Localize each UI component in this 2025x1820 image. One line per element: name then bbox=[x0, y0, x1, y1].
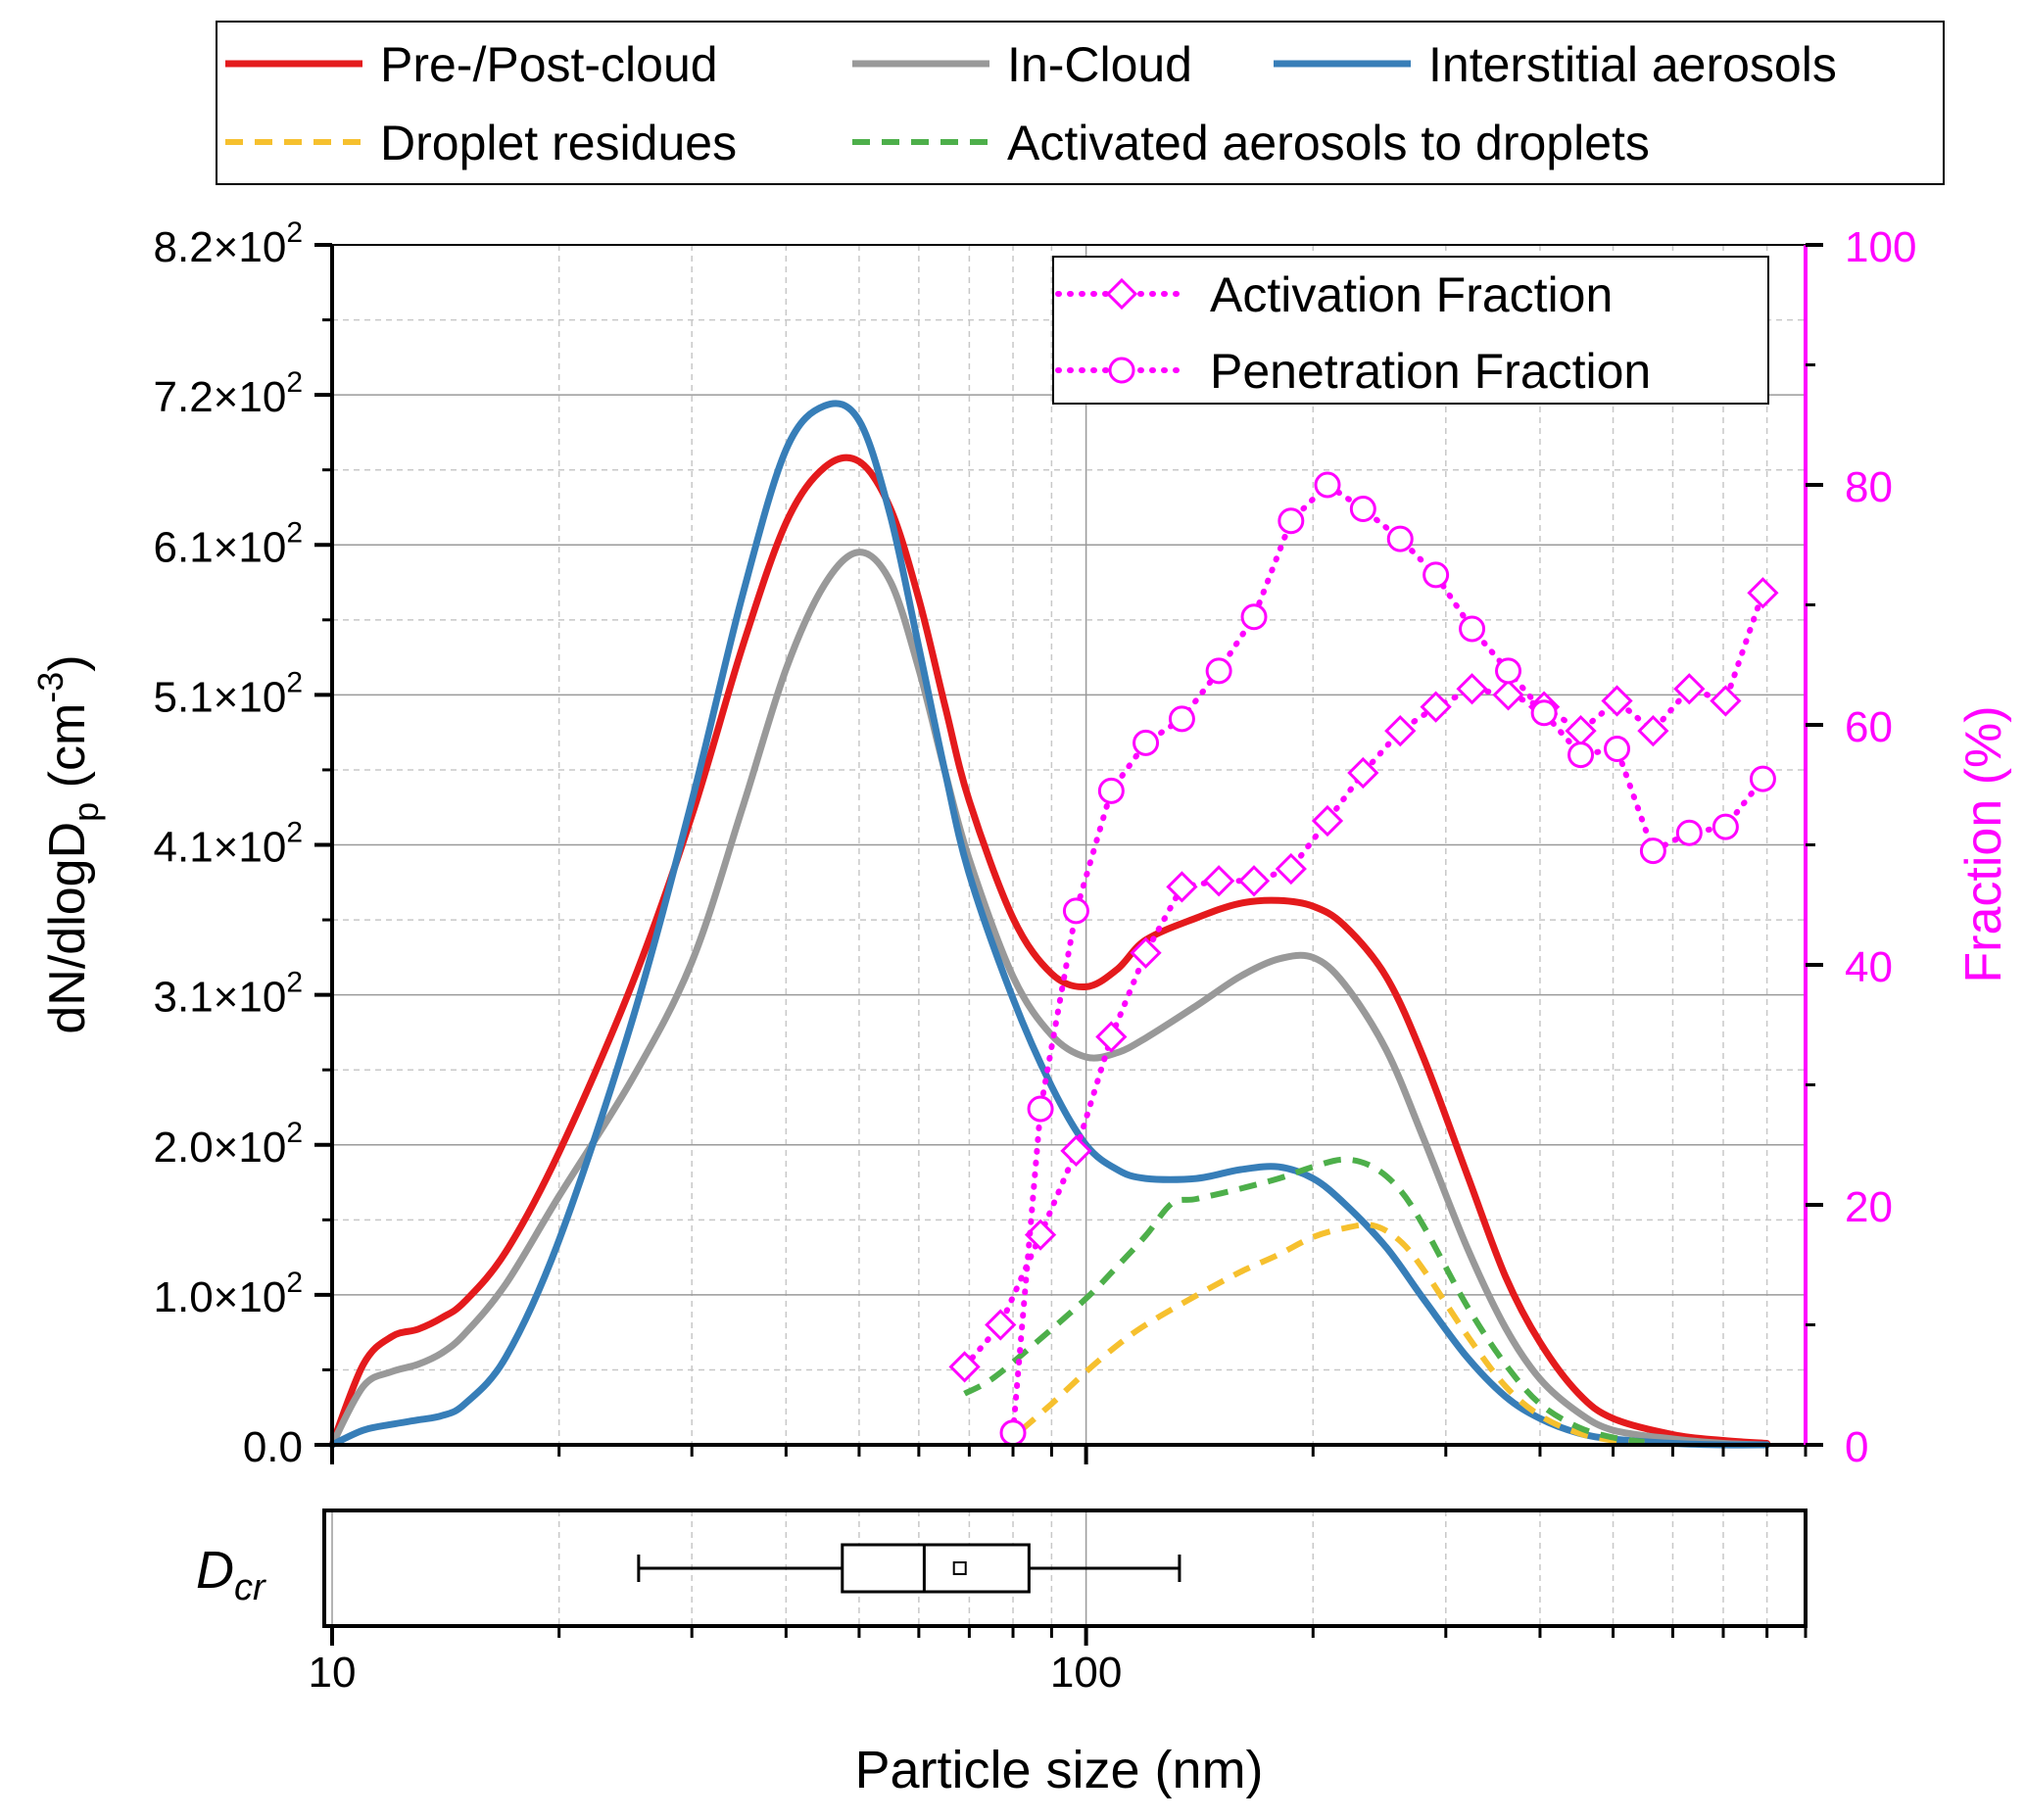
data-point bbox=[1130, 936, 1162, 969]
axes: 0.0 1.0×102 2.0×102 3.1×102 4.1×102 5.1×102 6.… bbox=[30, 216, 2012, 1799]
series-1 bbox=[328, 549, 1771, 1449]
y-tick-label-left: 7.2×102 bbox=[154, 366, 304, 421]
y-tick-label-right: 20 bbox=[1845, 1183, 1893, 1231]
y-tick-label-right: 100 bbox=[1845, 223, 1916, 271]
data-point bbox=[1095, 1021, 1128, 1053]
y-axis-label-right: Fraction (%) bbox=[1955, 705, 2012, 982]
x-axis-label: Particle size (nm) bbox=[854, 1741, 1263, 1799]
series-line bbox=[1019, 1221, 1645, 1447]
data-point bbox=[1749, 765, 1776, 792]
series-0 bbox=[328, 454, 1771, 1449]
legend-top-box bbox=[216, 21, 1945, 185]
data-point bbox=[1601, 685, 1633, 717]
series-line bbox=[328, 454, 1771, 1449]
y-tick-label-left: 2.0×102 bbox=[154, 1117, 304, 1172]
data-point bbox=[1673, 673, 1706, 705]
series-5 bbox=[948, 577, 1779, 1383]
legend-label: Pre-/Post-cloud bbox=[380, 37, 718, 92]
y-tick-label-left: 3.1×102 bbox=[154, 967, 304, 1022]
legend-label: In-Cloud bbox=[1007, 37, 1192, 92]
x-tick-label: 100 bbox=[1050, 1649, 1122, 1697]
x-tick-label: 10 bbox=[309, 1649, 357, 1697]
data-point bbox=[1567, 742, 1595, 769]
data-point bbox=[1347, 756, 1379, 790]
data-point bbox=[1205, 657, 1232, 685]
data-point bbox=[1237, 865, 1271, 897]
boxplot-frame bbox=[322, 1509, 1808, 1628]
legend-label: Droplet residues bbox=[380, 116, 737, 170]
boxplot-label: Dcr bbox=[196, 1541, 266, 1608]
data-point bbox=[1492, 679, 1524, 711]
data-point bbox=[1495, 657, 1522, 685]
legend-marker bbox=[1105, 277, 1138, 311]
legend-inner: Activation Fraction Penetration Fraction bbox=[1052, 256, 1769, 405]
y-tick-label-left: 4.1×102 bbox=[154, 817, 304, 872]
data-point bbox=[1027, 1095, 1054, 1123]
data-point bbox=[1604, 736, 1631, 762]
data-point bbox=[1275, 852, 1307, 886]
legend-label: Activation Fraction bbox=[1210, 267, 1613, 322]
legend-inner-box bbox=[1052, 256, 1769, 405]
data-point bbox=[1062, 897, 1089, 925]
legend-marker bbox=[1108, 357, 1135, 384]
y-tick-label-left: 6.1×102 bbox=[154, 516, 304, 571]
data-point bbox=[1747, 577, 1779, 609]
y-tick-label-left: 8.2×102 bbox=[154, 216, 304, 271]
box bbox=[841, 1543, 1031, 1594]
data-point bbox=[1384, 715, 1417, 747]
legend-label: Interstitial aerosols bbox=[1428, 37, 1837, 92]
series-layer bbox=[328, 400, 1779, 1449]
data-point bbox=[1314, 471, 1341, 499]
data-point bbox=[1459, 615, 1486, 643]
data-point bbox=[1168, 705, 1195, 733]
data-point bbox=[1422, 561, 1450, 589]
data-point bbox=[1203, 865, 1235, 897]
series-6 bbox=[999, 471, 1776, 1447]
data-point bbox=[1637, 715, 1669, 747]
series-line bbox=[1010, 481, 1766, 1436]
legend-top: Pre-/Post-cloud In-Cloud Interstitial aero… bbox=[216, 21, 1945, 185]
series-3 bbox=[1019, 1221, 1645, 1447]
y-tick-label-right: 40 bbox=[1845, 943, 1893, 991]
y-axis-label-left: dN/dlogDp (cm-3) bbox=[30, 654, 106, 1033]
data-point bbox=[1166, 871, 1198, 903]
data-point bbox=[1240, 603, 1268, 631]
data-point bbox=[999, 1419, 1027, 1447]
y-tick-label-left: 1.0×102 bbox=[154, 1267, 304, 1321]
series-line bbox=[328, 549, 1771, 1449]
data-point bbox=[1710, 685, 1742, 717]
data-point bbox=[1278, 507, 1305, 535]
data-point bbox=[1097, 777, 1125, 804]
boxplot: Dcr bbox=[196, 1509, 1808, 1628]
data-point bbox=[1530, 699, 1558, 727]
data-point bbox=[1456, 673, 1488, 705]
data-point bbox=[1675, 819, 1703, 846]
data-point bbox=[1311, 804, 1344, 838]
data-point bbox=[1060, 1134, 1092, 1167]
data-point bbox=[1133, 729, 1160, 756]
legend-label: Activated aerosols to droplets bbox=[1007, 116, 1650, 170]
y-tick-label-left: 5.1×102 bbox=[154, 666, 304, 721]
data-point bbox=[1639, 838, 1666, 865]
mean-marker bbox=[952, 1561, 967, 1575]
series-4 bbox=[963, 1156, 1645, 1445]
y-tick-label-left: 0.0 bbox=[243, 1423, 303, 1471]
series-line bbox=[328, 400, 1771, 1449]
y-tick-label-right: 80 bbox=[1845, 463, 1893, 511]
data-point bbox=[985, 1309, 1017, 1341]
series-line bbox=[961, 590, 1766, 1370]
series-line bbox=[963, 1156, 1645, 1445]
data-point bbox=[1420, 691, 1452, 723]
legend-label: Penetration Fraction bbox=[1210, 344, 1651, 399]
data-point bbox=[1712, 813, 1739, 840]
data-point bbox=[1349, 496, 1376, 522]
data-point bbox=[948, 1351, 981, 1383]
y-tick-label-right: 60 bbox=[1845, 703, 1893, 751]
data-point bbox=[1386, 525, 1414, 552]
y-tick-label-right: 0 bbox=[1845, 1423, 1868, 1471]
series-2 bbox=[328, 400, 1771, 1449]
